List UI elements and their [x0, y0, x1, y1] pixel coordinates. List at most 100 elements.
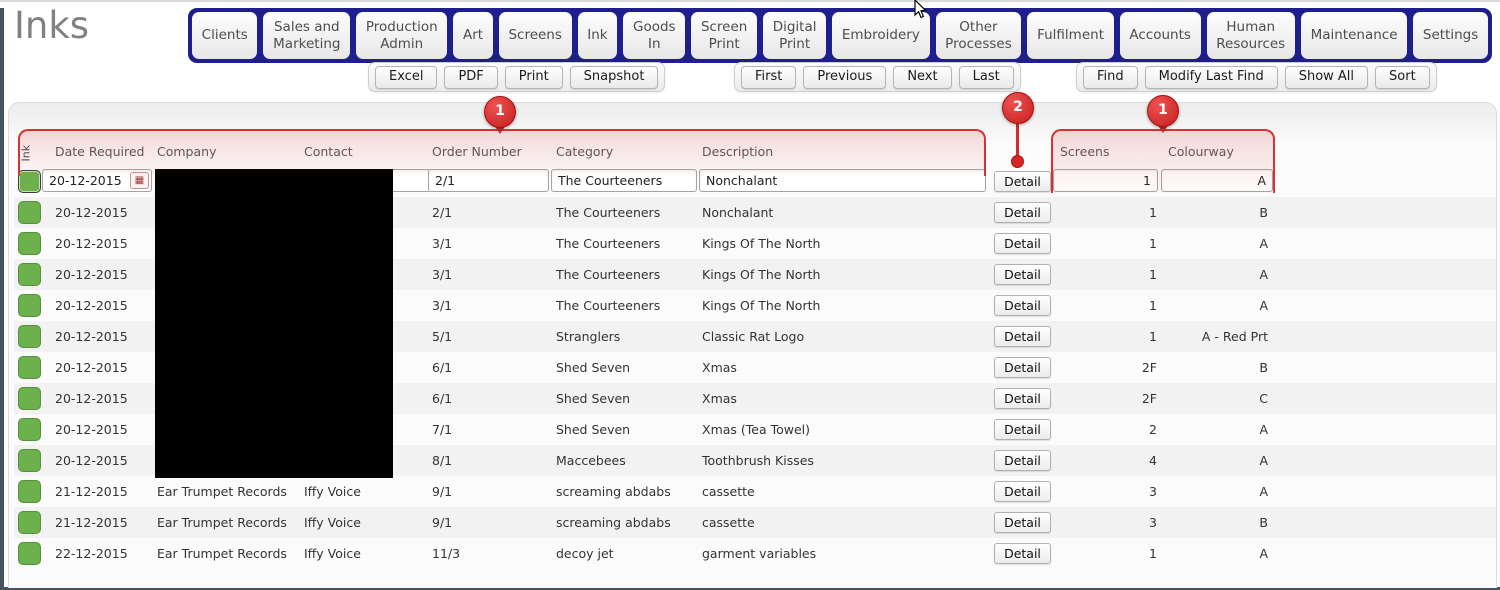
order-number-cell: 11/3: [432, 546, 461, 561]
date-required-input[interactable]: [42, 169, 152, 192]
date-cell: 21-12-2015: [55, 515, 128, 530]
previous-button[interactable]: Previous: [803, 65, 887, 89]
ink-swatch[interactable]: [18, 449, 41, 472]
find-button[interactable]: Find: [1083, 65, 1138, 89]
nav-tab-screens[interactable]: Screens: [498, 12, 572, 59]
pdf-button[interactable]: PDF: [444, 65, 498, 89]
next-button[interactable]: Next: [893, 65, 952, 89]
company-cell: Ear Trumpet Records: [157, 484, 287, 499]
nav-tab-human-resources[interactable]: Human Resources: [1206, 12, 1295, 59]
colourway-cell: A - Red Prt: [1201, 329, 1268, 344]
nav-tab-clients[interactable]: Clients: [192, 12, 258, 59]
ink-swatch[interactable]: [18, 542, 41, 565]
nav-tab-accounts[interactable]: Accounts: [1119, 12, 1201, 59]
ink-swatch[interactable]: [18, 232, 41, 255]
ink-swatch[interactable]: [18, 263, 41, 286]
modify-last-find-button[interactable]: Modify Last Find: [1144, 65, 1278, 89]
table-row[interactable]: 20-12-2015 3/1 The Courteeners Kings Of The…: [14, 228, 1496, 259]
nav-tab-other-processes[interactable]: Other Processes: [935, 12, 1022, 59]
detail-button[interactable]: Detail: [994, 419, 1051, 440]
annotation-pin-dot: [1011, 155, 1024, 168]
detail-button[interactable]: Detail: [994, 171, 1051, 192]
ink-swatch[interactable]: [18, 418, 41, 441]
order-number-cell: 6/1: [432, 360, 453, 375]
nav-tab-goods-in[interactable]: Goods In: [623, 12, 686, 59]
detail-button[interactable]: Detail: [994, 295, 1051, 316]
print-button[interactable]: Print: [504, 65, 563, 89]
detail-button[interactable]: Detail: [994, 388, 1051, 409]
description-input[interactable]: [699, 169, 986, 192]
date-cell: 20-12-2015: [55, 205, 128, 220]
date-cell: 20-12-2015: [55, 453, 128, 468]
detail-button[interactable]: Detail: [994, 326, 1051, 347]
screens-cell: 1: [1149, 236, 1157, 251]
snapshot-button[interactable]: Snapshot: [569, 65, 659, 89]
table-row[interactable]: 20-12-2015 7/1 Shed Seven Xmas (Tea Towel) 2…: [14, 414, 1496, 445]
ink-swatch[interactable]: [18, 325, 41, 348]
order-number-cell: 3/1: [432, 236, 453, 251]
nav-tab-fulfilment[interactable]: Fulfilment: [1027, 12, 1114, 59]
mouse-cursor-icon: [914, 0, 926, 19]
contact-cell: Iffy Voice: [304, 484, 361, 499]
detail-button[interactable]: Detail: [994, 202, 1051, 223]
category-cell: screaming abdabs: [556, 484, 671, 499]
nav-tab-ink[interactable]: Ink: [577, 12, 618, 59]
order-number-cell: 9/1: [432, 484, 453, 499]
nav-tab-settings[interactable]: Settings: [1413, 12, 1488, 59]
table-row[interactable]: 21-12-2015 Ear Trumpet Records Iffy Voice 9…: [14, 507, 1496, 538]
last-button[interactable]: Last: [958, 65, 1014, 89]
table-row[interactable]: 21-12-2015 Ear Trumpet Records Iffy Voice 9…: [14, 476, 1496, 507]
detail-button[interactable]: Detail: [994, 543, 1051, 564]
colourway-cell: A: [1259, 546, 1268, 561]
first-button[interactable]: First: [741, 65, 797, 89]
colourway-cell: B: [1259, 360, 1268, 375]
order-number-cell: 7/1: [432, 422, 453, 437]
company-cell: Ear Trumpet Records: [157, 515, 287, 530]
nav-tab-digital-print[interactable]: Digital Print: [763, 12, 827, 59]
ink-swatch[interactable]: [18, 356, 41, 379]
date-cell: 20-12-2015: [55, 236, 128, 251]
ink-swatch[interactable]: [18, 511, 41, 534]
colourway-cell: A: [1259, 484, 1268, 499]
description-cell: Nonchalant: [702, 205, 774, 220]
screens-input[interactable]: [1053, 169, 1158, 192]
annotation-badge-tail: [1157, 124, 1169, 133]
detail-button[interactable]: Detail: [994, 233, 1051, 254]
detail-button[interactable]: Detail: [994, 357, 1051, 378]
nav-tab-sales-and-marketing[interactable]: Sales and Marketing: [263, 12, 351, 59]
detail-button[interactable]: Detail: [994, 264, 1051, 285]
ink-swatch[interactable]: [18, 387, 41, 410]
sort-button[interactable]: Sort: [1375, 65, 1430, 89]
description-cell: Xmas: [702, 360, 737, 375]
colourway-input[interactable]: [1161, 169, 1273, 192]
ink-swatch[interactable]: [18, 201, 41, 224]
category-cell: Shed Seven: [556, 360, 631, 375]
order-number-cell: 3/1: [432, 298, 453, 313]
detail-button[interactable]: Detail: [994, 450, 1051, 471]
screens-cell: 1: [1149, 298, 1157, 313]
calendar-icon[interactable]: ▦: [130, 172, 149, 189]
nav-tab-maintenance[interactable]: Maintenance: [1300, 12, 1408, 59]
nav-tab-production-admin[interactable]: Production Admin: [356, 12, 448, 59]
date-cell: 20-12-2015: [55, 298, 128, 313]
show-all-button[interactable]: Show All: [1284, 65, 1369, 89]
table-row[interactable]: 22-12-2015 Ear Trumpet Records Iffy Voice 1…: [14, 538, 1496, 569]
excel-button[interactable]: Excel: [375, 65, 438, 89]
ink-swatch[interactable]: [18, 480, 41, 503]
table-row[interactable]: 20-12-2015 6/1 Shed Seven Xmas 2F B Detail: [14, 352, 1496, 383]
nav-tab-screen-print[interactable]: Screen Print: [691, 12, 758, 59]
category-cell: Stranglers: [556, 329, 621, 344]
ink-swatch[interactable]: [18, 294, 41, 317]
category-input[interactable]: [551, 169, 697, 192]
colourway-cell: B: [1259, 515, 1268, 530]
toolbar-export-group: Excel PDF Print Snapshot: [368, 62, 666, 92]
nav-tab-embroidery[interactable]: Embroidery: [832, 12, 930, 59]
redaction-overlay: [155, 169, 393, 478]
detail-button[interactable]: Detail: [994, 481, 1051, 502]
nav-tab-art[interactable]: Art: [453, 12, 493, 59]
detail-button[interactable]: Detail: [994, 512, 1051, 533]
screens-cell: 1: [1149, 546, 1157, 561]
column-header-category: Category: [556, 144, 613, 159]
order-number-input[interactable]: [428, 169, 549, 192]
table-row[interactable]: 20-12-2015 3/1 The Courteeners Kings Of The…: [14, 290, 1496, 321]
